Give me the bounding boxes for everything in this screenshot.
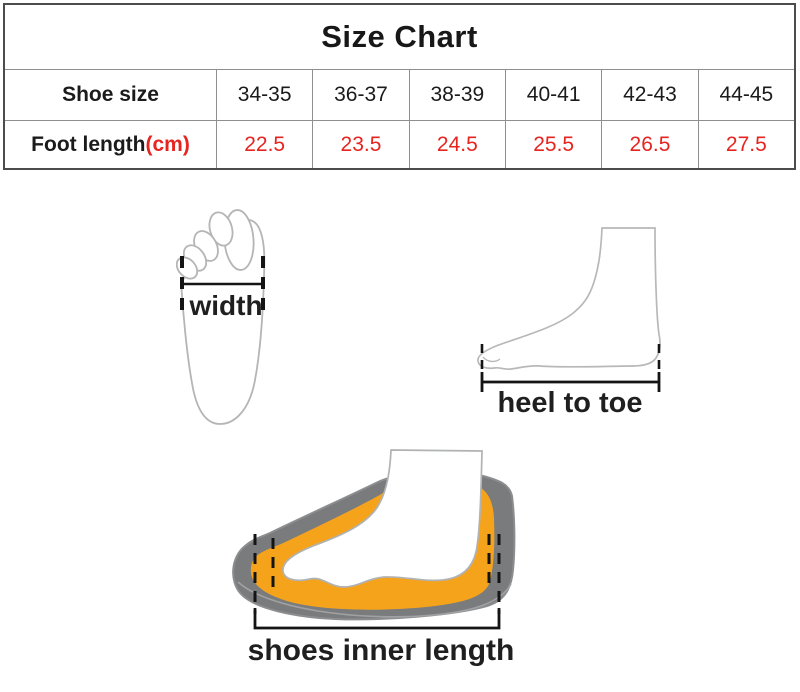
inner-length-measure-line	[253, 608, 501, 630]
shoe-size-cell: 40-41	[505, 69, 602, 120]
foot-length-unit: (cm)	[145, 132, 190, 156]
shoe-size-cell: 38-39	[408, 69, 505, 120]
foot-top-view-illustration	[168, 198, 283, 430]
shoe-size-cell: 44-45	[697, 69, 794, 120]
foot-length-row-label: Foot length (cm)	[5, 120, 216, 168]
foot-length-cell: 24.5	[408, 120, 505, 168]
foot-top-view-drawing	[175, 209, 266, 425]
foot-length-cell: 25.5	[505, 120, 602, 168]
foot-length-cell: 26.5	[601, 120, 698, 168]
shoe-size-cell: 36-37	[312, 69, 409, 120]
page-title: Size Chart	[321, 19, 478, 54]
foot-length-label-text: Foot length	[31, 132, 146, 156]
heel-to-toe-label: heel to toe	[497, 387, 643, 419]
shoes-inner-length-label: shoes inner length	[247, 634, 515, 667]
foot-in-shoe	[282, 449, 483, 588]
foot-length-row: Foot length (cm) 22.5 23.5 24.5 25.5 26.5…	[5, 120, 794, 168]
heel-to-toe-measure-line	[480, 372, 661, 392]
shoe-size-cell: 34-35	[216, 69, 313, 120]
size-table: Size Chart Shoe size 34-35 36-37 38-39 4…	[3, 3, 796, 170]
foot-length-cell: 23.5	[312, 120, 409, 168]
shoe-cutaway-drawing	[232, 449, 516, 630]
foot-side-view-drawing	[477, 227, 661, 392]
foot-length-cell: 22.5	[216, 120, 313, 168]
shoe-size-row: Shoe size 34-35 36-37 38-39 40-41 42-43 …	[5, 69, 794, 120]
shoe-cutaway-illustration	[225, 438, 525, 643]
width-label: width	[189, 290, 263, 321]
shoe-size-cell: 42-43	[601, 69, 698, 120]
shoe-size-row-label: Shoe size	[5, 69, 216, 120]
foot-length-cell: 27.5	[697, 120, 794, 168]
foot-side-view-illustration	[470, 218, 670, 396]
